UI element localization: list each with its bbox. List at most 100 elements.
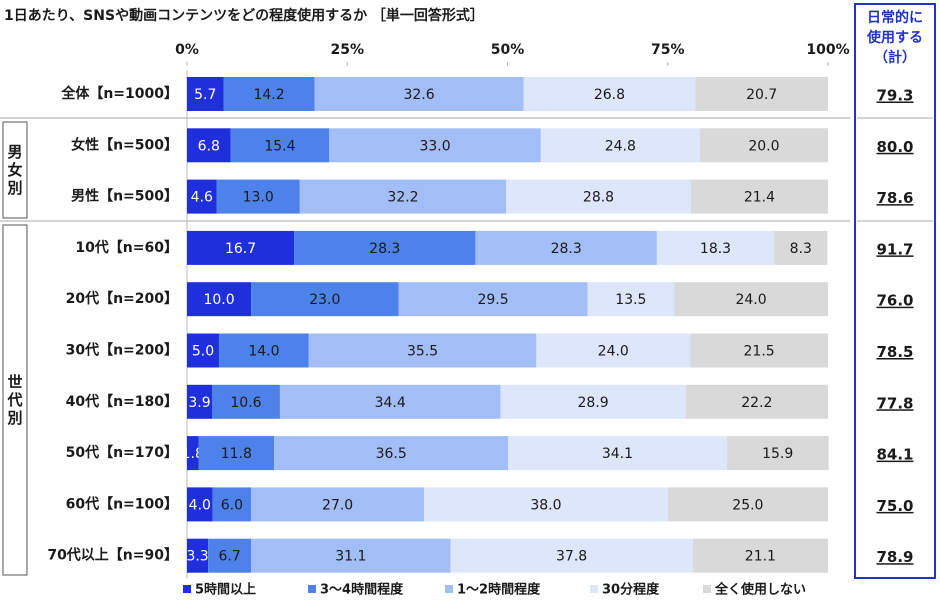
group-label: 男女別 <box>6 143 22 197</box>
data-label: 32.2 <box>387 190 418 206</box>
bar-segment <box>187 282 252 317</box>
data-label: 14.2 <box>253 87 284 103</box>
bar-segment <box>187 487 213 522</box>
bar-segment <box>523 77 696 111</box>
data-label: 24.0 <box>735 292 766 308</box>
data-label: 10.0 <box>203 292 234 308</box>
x-tick-label: 0% <box>175 42 199 58</box>
legend-swatch <box>445 585 453 593</box>
data-label: 22.2 <box>741 395 772 411</box>
y-tick-label: 60代【n=100】 <box>66 495 178 512</box>
legend-swatch <box>703 585 711 593</box>
bar-segment <box>251 487 425 522</box>
data-label: 34.1 <box>602 446 633 462</box>
data-label: 21.4 <box>744 190 775 206</box>
y-tick-label: 40代【n=180】 <box>66 393 178 410</box>
daily-use-title: 日常的に <box>867 9 923 26</box>
data-label: 5.7 <box>194 87 216 103</box>
data-label: 21.5 <box>744 344 775 360</box>
group-label: 世代別 <box>6 373 22 427</box>
data-label: 15.9 <box>762 446 793 462</box>
bar-segment <box>279 384 501 419</box>
data-label: 24.8 <box>605 138 636 154</box>
legend-label: 1～2時間程度 <box>457 582 541 598</box>
bar-segment <box>208 538 252 573</box>
data-label: 14.0 <box>248 344 279 360</box>
data-label: 1.8 <box>182 446 204 462</box>
y-tick-label: 70代以上【n=90】 <box>47 547 178 564</box>
daily-use-title: 使用する <box>866 29 923 46</box>
data-label: 8.3 <box>790 241 812 257</box>
bar-segment <box>398 282 588 317</box>
legend-swatch <box>590 585 598 593</box>
data-label: 38.0 <box>530 497 561 513</box>
data-label: 28.3 <box>551 241 582 257</box>
bar-segment <box>251 282 399 317</box>
x-tick-label: 75% <box>651 42 685 58</box>
data-label: 11.8 <box>221 446 252 462</box>
bar-segment <box>219 333 309 368</box>
y-tick-label: 女性【n=500】 <box>71 136 178 153</box>
bar-segment <box>212 487 252 522</box>
data-label: 6.8 <box>198 138 220 154</box>
bar-segment <box>508 436 727 471</box>
bar-segment <box>690 333 828 368</box>
legend-swatch <box>183 585 191 593</box>
bar-segment <box>294 230 476 265</box>
legend-label: 5時間以上 <box>195 582 256 598</box>
group-box <box>2 224 28 576</box>
data-label: 15.4 <box>264 138 295 154</box>
daily-use-value: 78.6 <box>876 189 913 207</box>
bar-segment <box>667 487 828 522</box>
bar-segment <box>308 333 537 368</box>
data-label: 33.0 <box>419 138 450 154</box>
data-label: 25.0 <box>732 497 763 513</box>
data-label: 4.0 <box>189 497 211 513</box>
daily-use-value: 84.1 <box>876 446 913 464</box>
daily-use-value: 79.3 <box>876 87 913 105</box>
data-label: 26.8 <box>594 87 625 103</box>
bar-segment <box>187 128 231 163</box>
bar-segment <box>187 230 295 265</box>
data-label: 10.6 <box>230 395 261 411</box>
data-label: 13.0 <box>243 190 274 206</box>
group-box <box>2 121 28 219</box>
bar-segment <box>187 179 217 214</box>
daily-use-box <box>854 3 936 579</box>
bar-segment <box>699 128 828 163</box>
data-label: 20.7 <box>746 87 777 103</box>
data-label: 28.9 <box>577 395 608 411</box>
bar-segment <box>692 538 828 573</box>
bar-segment <box>251 538 451 573</box>
bar-segment <box>475 230 657 265</box>
bar-segment <box>187 538 209 573</box>
bar-segment <box>587 282 675 317</box>
bar-segment <box>774 230 828 265</box>
data-label: 28.8 <box>583 190 614 206</box>
y-tick-label: 20代【n=200】 <box>66 290 178 307</box>
legend-label: 30分程度 <box>602 582 660 598</box>
chart-title: 1日あたり、SNSや動画コンテンツをどの程度使用するか ［単一回答形式］ <box>4 7 484 24</box>
data-label: 21.1 <box>745 549 776 565</box>
data-label: 27.0 <box>322 497 353 513</box>
data-label: 28.3 <box>369 241 400 257</box>
data-label: 34.4 <box>375 395 406 411</box>
y-tick-label: 50代【n=170】 <box>66 444 178 461</box>
data-label: 37.8 <box>556 549 587 565</box>
daily-use-value: 76.0 <box>876 292 913 310</box>
data-label: 29.5 <box>477 292 508 308</box>
daily-use-value: 78.5 <box>876 343 913 361</box>
daily-use-title: （計） <box>874 49 916 66</box>
bar-segment <box>506 179 691 214</box>
bar-segment <box>329 128 541 163</box>
daily-use-value: 91.7 <box>876 240 913 258</box>
y-tick-label: 30代【n=200】 <box>66 342 178 359</box>
bar-segment <box>216 179 300 214</box>
bar-segment <box>299 179 507 214</box>
bar-segment <box>674 282 828 317</box>
bar-segment <box>536 333 691 368</box>
data-label: 4.6 <box>191 190 213 206</box>
y-tick-label: 男性【n=500】 <box>71 188 178 205</box>
data-label: 3.3 <box>186 549 208 565</box>
